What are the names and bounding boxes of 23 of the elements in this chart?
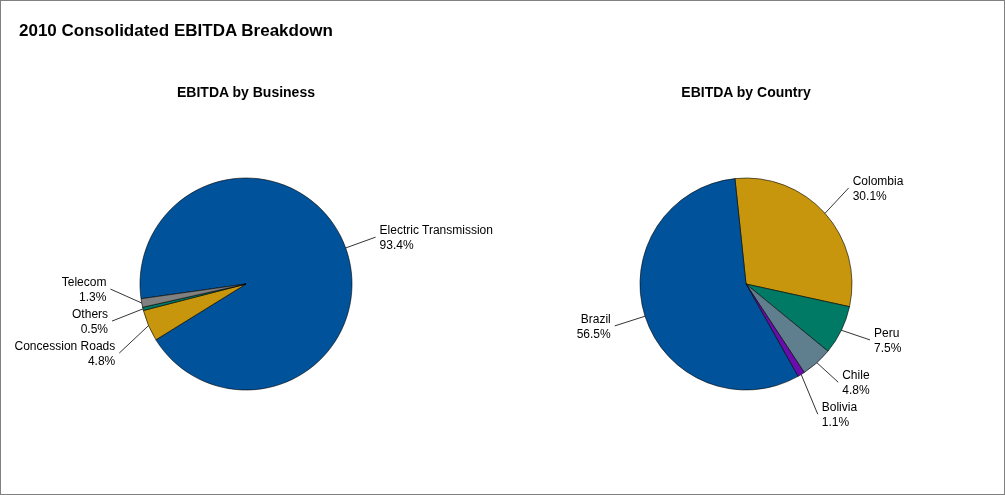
data-label: 1.3% xyxy=(79,290,107,305)
slice-label: Chile xyxy=(842,368,870,383)
chart-title: EBITDA by Business xyxy=(177,84,316,100)
chart-title: 2010 Consolidated EBITDA Breakdown xyxy=(19,21,333,40)
pie-slice xyxy=(139,177,353,391)
chart-title: EBITDA by Country xyxy=(681,84,811,100)
slice-label: Bolivia xyxy=(821,400,858,415)
slice-label: Colombia xyxy=(852,173,904,188)
data-label: 93.4% xyxy=(379,238,414,253)
data-label: 4.8% xyxy=(87,354,116,369)
data-label: 4.8% xyxy=(842,383,870,398)
slice-label: Telecom xyxy=(61,275,107,290)
slice-label: Electric Transmission xyxy=(379,223,493,238)
slice-label: Peru xyxy=(874,325,900,340)
data-label: 7.5% xyxy=(874,340,902,355)
data-label: 30.1% xyxy=(852,188,888,203)
data-label: 1.1% xyxy=(821,415,850,430)
data-label: 0.5% xyxy=(80,322,109,337)
data-label: 56.5% xyxy=(576,326,612,341)
slice-label: Others xyxy=(72,307,109,322)
pie-slice xyxy=(143,283,247,341)
slice-label: Concession Roads xyxy=(14,339,116,354)
slice-label: Brazil xyxy=(580,311,611,326)
